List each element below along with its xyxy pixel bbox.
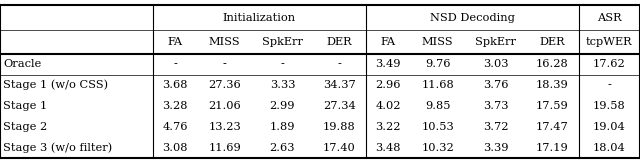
- Text: SpkErr: SpkErr: [475, 37, 516, 47]
- Text: 2.63: 2.63: [269, 143, 295, 153]
- Text: 9.76: 9.76: [425, 59, 451, 69]
- Text: 3.73: 3.73: [483, 101, 508, 111]
- Text: NSD Decoding: NSD Decoding: [430, 13, 515, 22]
- Text: FA: FA: [168, 37, 182, 47]
- Text: -: -: [280, 59, 284, 69]
- Text: -: -: [223, 59, 227, 69]
- Text: 17.59: 17.59: [536, 101, 569, 111]
- Text: 10.53: 10.53: [421, 122, 454, 132]
- Text: 3.39: 3.39: [483, 143, 508, 153]
- Text: 27.34: 27.34: [323, 101, 356, 111]
- Text: 2.99: 2.99: [269, 101, 295, 111]
- Text: 4.02: 4.02: [376, 101, 401, 111]
- Text: 16.28: 16.28: [536, 59, 569, 69]
- Text: 18.04: 18.04: [593, 143, 626, 153]
- Text: tcpWER: tcpWER: [586, 37, 633, 47]
- Text: 4.76: 4.76: [163, 122, 188, 132]
- Text: -: -: [607, 80, 611, 90]
- Text: 3.33: 3.33: [269, 80, 295, 90]
- Text: 11.69: 11.69: [208, 143, 241, 153]
- Text: 9.85: 9.85: [425, 101, 451, 111]
- Text: 3.72: 3.72: [483, 122, 508, 132]
- Text: DER: DER: [540, 37, 565, 47]
- Text: ASR: ASR: [597, 13, 621, 22]
- Text: 17.40: 17.40: [323, 143, 356, 153]
- Text: SpkErr: SpkErr: [262, 37, 303, 47]
- Text: -: -: [337, 59, 341, 69]
- Text: FA: FA: [381, 37, 396, 47]
- Text: Stage 1: Stage 1: [3, 101, 47, 111]
- Text: Oracle: Oracle: [3, 59, 42, 69]
- Text: 3.22: 3.22: [376, 122, 401, 132]
- Text: 19.88: 19.88: [323, 122, 356, 132]
- Text: 11.68: 11.68: [421, 80, 454, 90]
- Text: 19.58: 19.58: [593, 101, 626, 111]
- Text: 3.03: 3.03: [483, 59, 508, 69]
- Text: 19.04: 19.04: [593, 122, 626, 132]
- Text: 3.76: 3.76: [483, 80, 508, 90]
- Text: 3.28: 3.28: [163, 101, 188, 111]
- Text: 3.48: 3.48: [376, 143, 401, 153]
- Text: 34.37: 34.37: [323, 80, 356, 90]
- Text: Stage 1 (w/o CSS): Stage 1 (w/o CSS): [3, 80, 108, 90]
- Text: 1.89: 1.89: [269, 122, 295, 132]
- Text: Stage 3 (w/o filter): Stage 3 (w/o filter): [3, 142, 113, 153]
- Text: 13.23: 13.23: [208, 122, 241, 132]
- Text: 17.62: 17.62: [593, 59, 626, 69]
- Text: MISS: MISS: [422, 37, 454, 47]
- Text: Initialization: Initialization: [223, 13, 296, 22]
- Text: 3.68: 3.68: [163, 80, 188, 90]
- Text: 27.36: 27.36: [208, 80, 241, 90]
- Text: 2.96: 2.96: [376, 80, 401, 90]
- Text: DER: DER: [326, 37, 352, 47]
- Text: 18.39: 18.39: [536, 80, 569, 90]
- Text: 10.32: 10.32: [421, 143, 454, 153]
- Text: -: -: [173, 59, 177, 69]
- Text: 17.47: 17.47: [536, 122, 569, 132]
- Text: 3.08: 3.08: [163, 143, 188, 153]
- Text: 17.19: 17.19: [536, 143, 569, 153]
- Text: 21.06: 21.06: [208, 101, 241, 111]
- Text: Stage 2: Stage 2: [3, 122, 47, 132]
- Text: MISS: MISS: [209, 37, 241, 47]
- Text: 3.49: 3.49: [376, 59, 401, 69]
